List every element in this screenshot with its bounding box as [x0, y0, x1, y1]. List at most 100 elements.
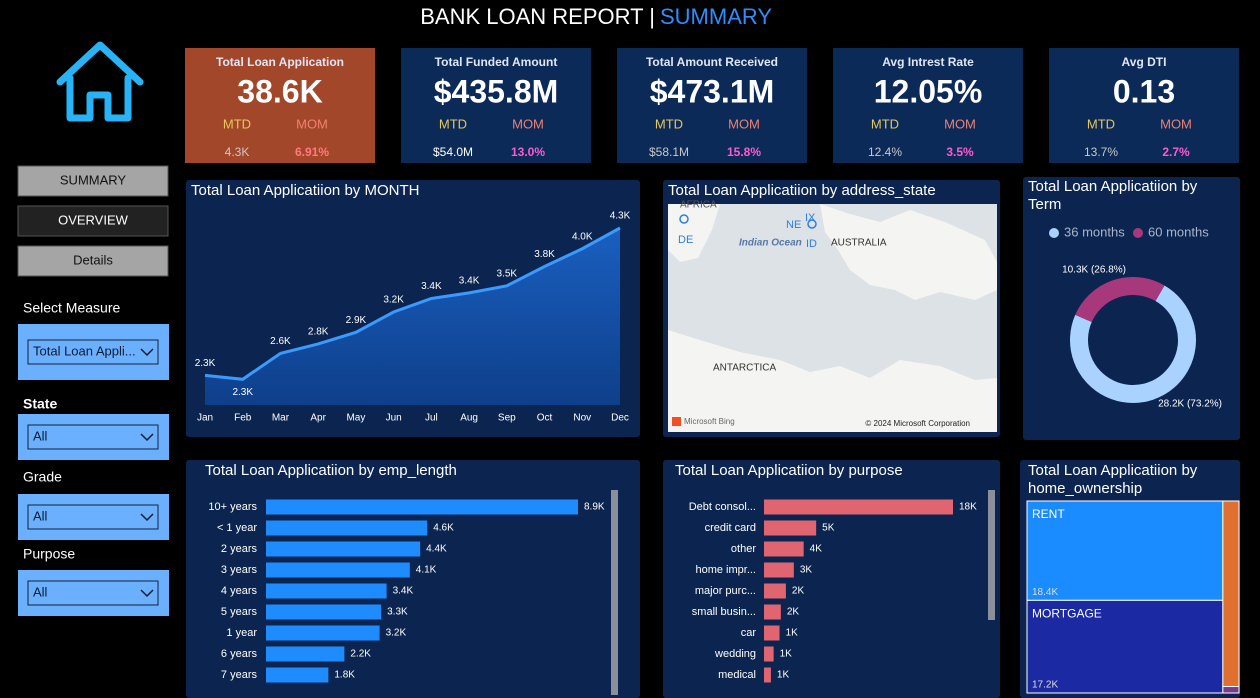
bar — [266, 499, 578, 515]
scrollbar[interactable] — [988, 490, 995, 620]
panel — [186, 460, 640, 698]
kpi-mtd-label: MTD — [871, 116, 899, 131]
scrollbar[interactable] — [611, 490, 618, 695]
data-label: 3K — [800, 565, 813, 576]
kpi-value: $473.1M — [650, 73, 775, 109]
bar — [266, 562, 410, 578]
data-label: 3.4K — [393, 586, 414, 597]
y-tick-label: 3 years — [221, 564, 258, 576]
chart-title: Total Loan Applicatiion by home_ownershi… — [1028, 462, 1198, 497]
legend-label: 60 months — [1148, 224, 1209, 239]
data-label: 2K — [787, 607, 800, 618]
x-tick-label: Sep — [498, 413, 516, 424]
x-tick-label: Oct — [537, 413, 553, 424]
panel — [663, 460, 1000, 698]
dropdown[interactable] — [27, 504, 159, 530]
chevron — [140, 513, 154, 522]
bar — [764, 667, 771, 683]
kpi-title: Total Funded Amount — [435, 55, 558, 69]
kpi-mom: 15.8% — [727, 145, 761, 159]
kpi-mtd: $58.1M — [649, 145, 689, 159]
map-label: Indian Ocean — [739, 238, 802, 249]
filter-label: State — [23, 396, 57, 412]
nav-button[interactable] — [17, 205, 169, 237]
y-tick-label: wedding — [714, 648, 756, 660]
y-tick-label: other — [731, 543, 756, 555]
kpi-mtd-label: MTD — [1087, 116, 1115, 131]
kpi-mom-label: MOM — [728, 116, 760, 131]
map-label: NE — [786, 219, 801, 231]
data-label: 2K — [792, 586, 805, 597]
x-tick-label: Dec — [611, 413, 629, 424]
data-label: 3.3K — [387, 607, 408, 618]
nav-button[interactable] — [17, 165, 169, 197]
data-label: 1K — [786, 628, 799, 639]
data-label: 2.6K — [270, 336, 291, 347]
y-tick-label: 1 year — [226, 627, 257, 639]
data-label: 4.1K — [416, 565, 437, 576]
kpi-mtd-label: MTD — [655, 116, 683, 131]
bar — [266, 541, 421, 557]
chart-title: Total Loan Applicatiion by MONTH — [191, 182, 420, 199]
kpi-title: Total Loan Application — [216, 55, 344, 69]
x-tick-label: Mar — [272, 413, 290, 424]
nav-label: OVERVIEW — [58, 212, 129, 227]
bar — [764, 541, 804, 557]
map: AFRICA DE NE IX Indian Ocean ID AUSTRALI… — [668, 200, 997, 432]
data-label: 3.5K — [497, 268, 518, 279]
kpi-mom: 13.0% — [511, 145, 545, 159]
legend-label: 36 months — [1064, 224, 1125, 239]
dropdown-value: Total Loan Appli... — [33, 343, 136, 358]
y-tick-label: small busin... — [692, 606, 756, 618]
data-label: 3.2K — [383, 295, 404, 306]
treemap-tile — [1026, 500, 1224, 601]
legend-marker — [1049, 228, 1059, 238]
filter-label: Purpose — [23, 546, 75, 562]
map-label: DE — [678, 234, 693, 246]
donut-segment — [1070, 285, 1196, 403]
data-label: 18K — [959, 502, 977, 513]
data-label: 10.3K (26.8%) — [1062, 265, 1126, 276]
data-label: 1K — [780, 649, 793, 660]
data-label: 28.2K (73.2%) — [1158, 399, 1222, 410]
data-label: 4.4K — [426, 544, 447, 555]
y-tick-label: < 1 year — [217, 522, 257, 534]
data-label: 3.4K — [459, 276, 480, 287]
kpi-mtd: $54.0M — [433, 145, 473, 159]
data-label: 1.8K — [334, 670, 355, 681]
y-tick-label: 5 years — [221, 606, 258, 618]
bar — [266, 604, 382, 620]
y-tick-label: Debt consol... — [689, 501, 756, 513]
y-tick-label: home impr... — [695, 564, 756, 576]
dropdown[interactable] — [27, 580, 159, 606]
map-provider: Microsoft Bing — [684, 417, 735, 426]
dropdown[interactable] — [27, 424, 159, 450]
kpi-card — [1049, 48, 1239, 163]
y-tick-label: credit card — [705, 522, 756, 534]
kpi-mtd: 4.3K — [225, 145, 250, 159]
bar — [764, 625, 780, 641]
kpi-mtd: 13.7% — [1084, 145, 1118, 159]
nav-button[interactable] — [17, 245, 169, 277]
kpi-value: 0.13 — [1113, 73, 1175, 109]
bar — [764, 562, 794, 578]
tile-label: MORTGAGE — [1032, 607, 1102, 621]
data-label: 8.9K — [584, 502, 605, 513]
tile-value: 17.2K — [1032, 680, 1058, 691]
dropdown[interactable] — [27, 339, 159, 365]
y-tick-label: major purc... — [695, 585, 756, 597]
data-label: 1K — [777, 670, 790, 681]
chart-title: Total Loan Applicatiion by address_state — [668, 182, 936, 199]
x-tick-label: Jan — [197, 413, 213, 424]
map-copyright: © 2024 Microsoft Corporation — [865, 419, 970, 428]
bar — [764, 646, 774, 662]
x-tick-label: Nov — [573, 413, 591, 424]
kpi-mom: 2.7% — [1162, 145, 1190, 159]
map-label: AUSTRALIA — [831, 238, 887, 249]
nav-label: Details — [73, 252, 113, 267]
data-label: 4.6K — [433, 523, 454, 534]
x-tick-label: Feb — [234, 413, 252, 424]
kpi-mom-label: MOM — [512, 116, 544, 131]
bar — [266, 583, 387, 599]
